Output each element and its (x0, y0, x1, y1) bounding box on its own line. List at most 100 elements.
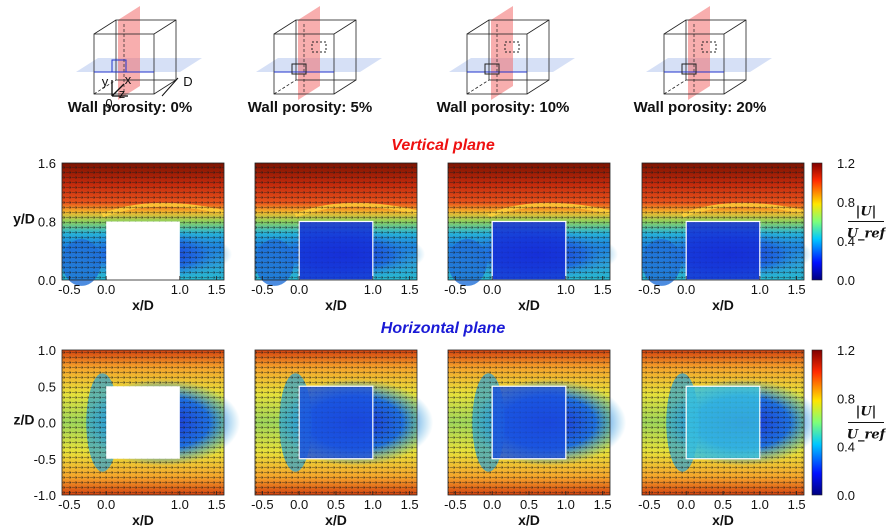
cube-edge (723, 19, 747, 35)
colorbar-tick-label: 1.2 (837, 156, 855, 171)
x-axis-title: x/D (325, 297, 347, 313)
vertical-plane-shape (118, 6, 140, 100)
cube-edge (153, 79, 177, 95)
x-axis-title: x/D (712, 297, 734, 313)
axis-label-origin: 0 (105, 96, 112, 111)
panel-frame (254, 162, 418, 281)
cube-edge (466, 19, 490, 35)
depth-label: D (183, 74, 192, 89)
panel-frame (641, 162, 805, 281)
horizontal-plane-title: Horizontal plane (381, 320, 506, 337)
cube-edge (663, 79, 687, 95)
colorbar-1: 0.0 0.4 0.8 1.2 |U| U_ref (811, 343, 886, 503)
x-tick-label: 0.0 (677, 282, 695, 297)
cube-edge (93, 19, 117, 35)
x-tick-label: 0.5 (327, 497, 345, 512)
colorbar-tick-label: 0.8 (837, 195, 855, 210)
vertical-panel-2 (447, 162, 619, 286)
x-axis-title: x/D (132, 512, 154, 526)
y-axis-title: z/D (14, 412, 35, 428)
y-tick-label: 0.8 (38, 215, 56, 230)
x-tick-label: 1.0 (557, 282, 575, 297)
cube-interior-flow (686, 386, 760, 459)
x-tick-label: 1.0 (364, 497, 382, 512)
building-outline (484, 63, 500, 75)
cube-back-face (295, 19, 357, 81)
vertical-plane-title: Vertical plane (391, 137, 495, 154)
colorbar-tick-label: 1.2 (837, 343, 855, 358)
axis-label-y: y (102, 74, 109, 89)
x-tick-label: -0.5 (251, 282, 273, 297)
x-tick-label: 0.0 (290, 497, 308, 512)
colorbar-gradient (811, 349, 823, 496)
panel-frame (447, 162, 611, 281)
cube-schematic-2 (449, 6, 575, 100)
x-tick-label: 0.0 (97, 282, 115, 297)
vertical-panel-1 (254, 162, 426, 286)
colorbar-label-numerator: |U| (856, 404, 877, 419)
solid-cube (106, 221, 180, 280)
x-tick-label: 1.0 (364, 282, 382, 297)
x-tick-label: 1.5 (208, 497, 226, 512)
porosity-label-2: Wall porosity: 10% (437, 99, 570, 116)
y-tick-label: -1.0 (34, 488, 56, 503)
colorbar-tick-label: 0.4 (837, 440, 855, 455)
y-tick-label: 1.0 (38, 343, 56, 358)
cube-schematic-1 (256, 6, 382, 100)
cube-edge (333, 79, 357, 95)
colorbar-0: 0.0 0.4 0.8 1.2 |U| U_ref (811, 156, 886, 288)
porosity-label-3: Wall porosity: 20% (634, 99, 767, 116)
horizontal-panel-1 (254, 349, 434, 496)
colorbar-tick-label: 0.8 (837, 391, 855, 406)
x-tick-label: 1.0 (171, 497, 189, 512)
porosity-label-1: Wall porosity: 5% (248, 99, 372, 116)
porous-cube-outline (491, 385, 567, 460)
x-tick-label: 0.0 (97, 497, 115, 512)
solid-cube (106, 386, 180, 459)
cube-edge (526, 79, 550, 95)
cube-interior-flow (686, 221, 760, 280)
y-tick-label: 1.6 (38, 156, 56, 171)
cube-edge (526, 19, 550, 35)
vertical-plane-shape (688, 6, 710, 100)
depth-arrow (161, 77, 179, 97)
cube-edge (153, 19, 177, 35)
x-tick-label: 1.5 (401, 282, 419, 297)
porous-cube-outline (298, 385, 374, 460)
x-tick-label: 0.0 (483, 282, 501, 297)
cube-edge (723, 79, 747, 95)
building-outline (291, 63, 307, 75)
y-axis-title: y/D (13, 211, 35, 227)
vertical-panel-3 (641, 162, 813, 286)
axis-label-z: z (119, 86, 126, 101)
x-tick-label: 1.0 (171, 282, 189, 297)
x-axis-title: x/D (712, 512, 734, 526)
cube-schematic-3 (646, 6, 772, 100)
panel-frame (61, 349, 225, 496)
x-axis-title: x/D (518, 297, 540, 313)
building-outline (681, 63, 697, 75)
colorbar-tick-label: 0.4 (837, 234, 855, 249)
cube-edge (333, 19, 357, 35)
x-tick-label: 1.0 (751, 282, 769, 297)
x-tick-label: -0.5 (444, 497, 466, 512)
colorbar-label-denominator: U_ref (847, 227, 886, 242)
x-tick-label: 1.5 (594, 497, 612, 512)
x-tick-label: 1.5 (208, 282, 226, 297)
x-axis-title: x/D (325, 512, 347, 526)
porous-cube-outline (685, 385, 761, 460)
x-tick-label: 0.0 (483, 497, 501, 512)
colorbar-gradient (811, 162, 823, 281)
colorbar-tick-label: 0.0 (837, 488, 855, 503)
cube-schematic-0: y xz0 D (76, 6, 202, 111)
x-tick-label: 1.5 (594, 282, 612, 297)
x-axis-title: x/D (518, 512, 540, 526)
x-tick-label: 1.5 (788, 282, 806, 297)
colorbar-label-numerator: |U| (856, 205, 877, 220)
cube-edge (663, 19, 687, 35)
y-tick-label: 0.0 (38, 273, 56, 288)
x-axis-arrow (111, 83, 125, 97)
x-tick-label: 0.0 (290, 282, 308, 297)
cube-interior-flow (299, 221, 373, 280)
